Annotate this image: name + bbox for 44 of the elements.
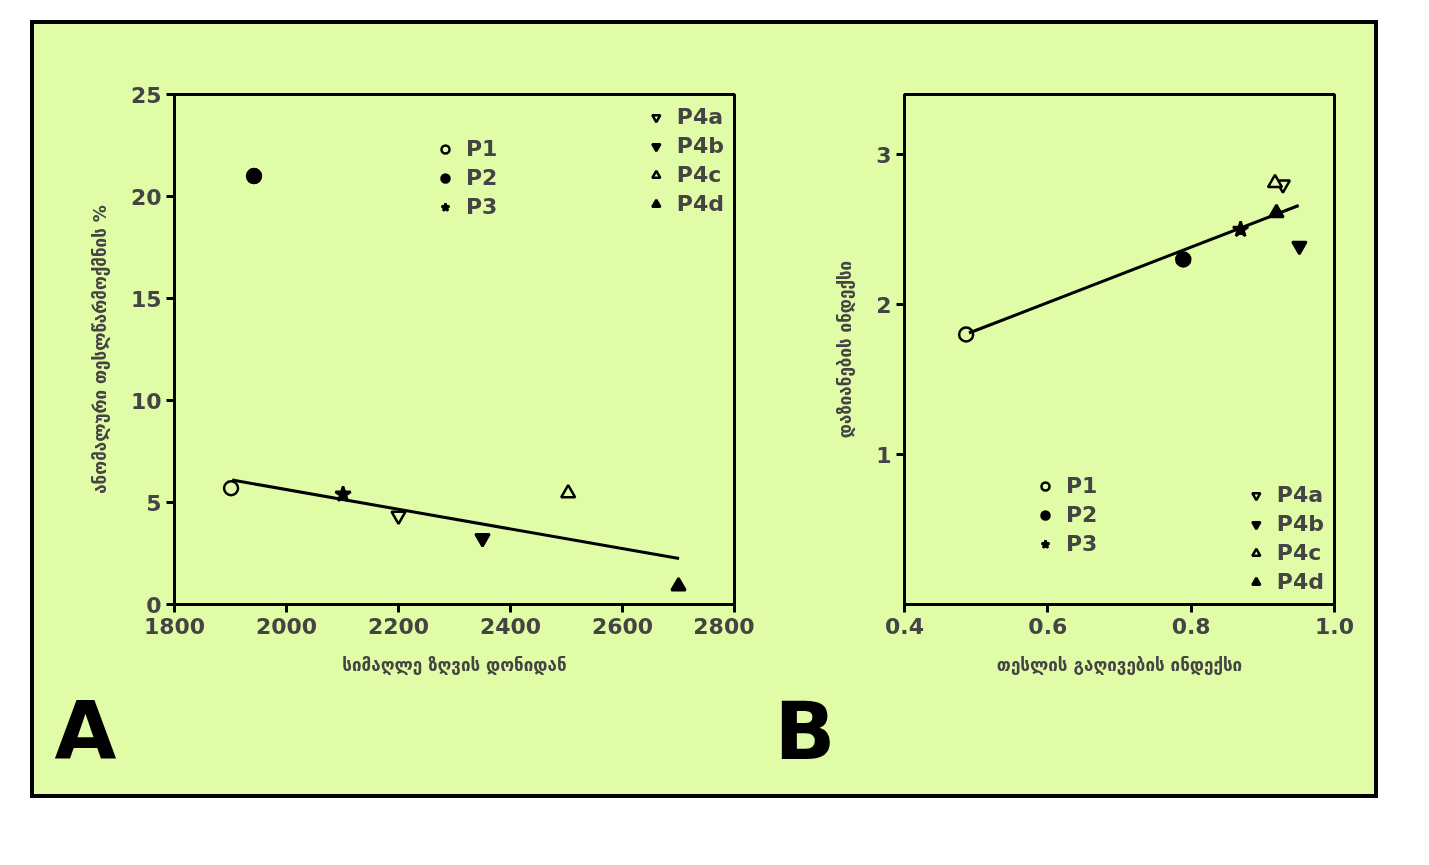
x-tick-label: 2600 — [591, 613, 654, 639]
y-tick-label: 15 — [130, 286, 162, 312]
y-tick-label: 2 — [876, 292, 892, 318]
point — [222, 479, 240, 497]
x-tick-label: 0.8 — [1171, 613, 1211, 639]
text: B — [774, 684, 836, 778]
x-tick-label: 2400 — [479, 613, 542, 639]
x-tick-label: 0.6 — [1028, 613, 1068, 639]
y-tick-label: 3 — [876, 142, 892, 168]
legend-label: P4b — [676, 133, 724, 158]
x-tick-label: 1.0 — [1315, 613, 1354, 639]
legend-label: P3 — [1066, 531, 1099, 556]
legend-label: P4d — [676, 191, 724, 216]
y-tick-label: 1 — [876, 442, 892, 468]
legend-label: P2 — [466, 165, 499, 190]
text: A — [54, 684, 117, 778]
point — [1266, 173, 1284, 189]
y-tick-label: 25 — [130, 82, 162, 108]
x-tick-label: 2800 — [693, 613, 755, 639]
y-axis-title: ანომალური თესლწარმოქმნის % — [89, 205, 110, 494]
legend-label: P2 — [1066, 502, 1099, 527]
y-tick-label: 5 — [146, 490, 162, 516]
legend-label: P4c — [1276, 540, 1322, 565]
legend-label: P1 — [466, 136, 499, 161]
y-tick-label: 10 — [130, 388, 162, 414]
legend-label: P4d — [1276, 569, 1324, 594]
x-axis-title: თესლის გაღივების ინდექსი — [996, 654, 1243, 675]
x-tick-label: 2200 — [367, 613, 430, 639]
legend-label: P3 — [466, 194, 499, 219]
x-tick-label: 0.4 — [885, 613, 924, 639]
y-tick-label: 20 — [130, 184, 162, 210]
legend-label: P4a — [676, 104, 724, 129]
x-axis-title: სიმაღლე ზღვის დონიდან — [342, 654, 567, 675]
legend-label: P4b — [1276, 511, 1324, 536]
x-tick-label: 2000 — [255, 613, 318, 639]
legend-label: P1 — [1066, 473, 1099, 498]
point — [245, 167, 263, 185]
legend-label: P4a — [1276, 482, 1324, 507]
legend-label: P4c — [676, 162, 722, 187]
point — [957, 326, 975, 343]
point — [559, 483, 577, 499]
y-axis-title: დაზიანების ინდექსი — [835, 260, 856, 439]
point — [670, 576, 687, 592]
point — [1175, 251, 1192, 268]
